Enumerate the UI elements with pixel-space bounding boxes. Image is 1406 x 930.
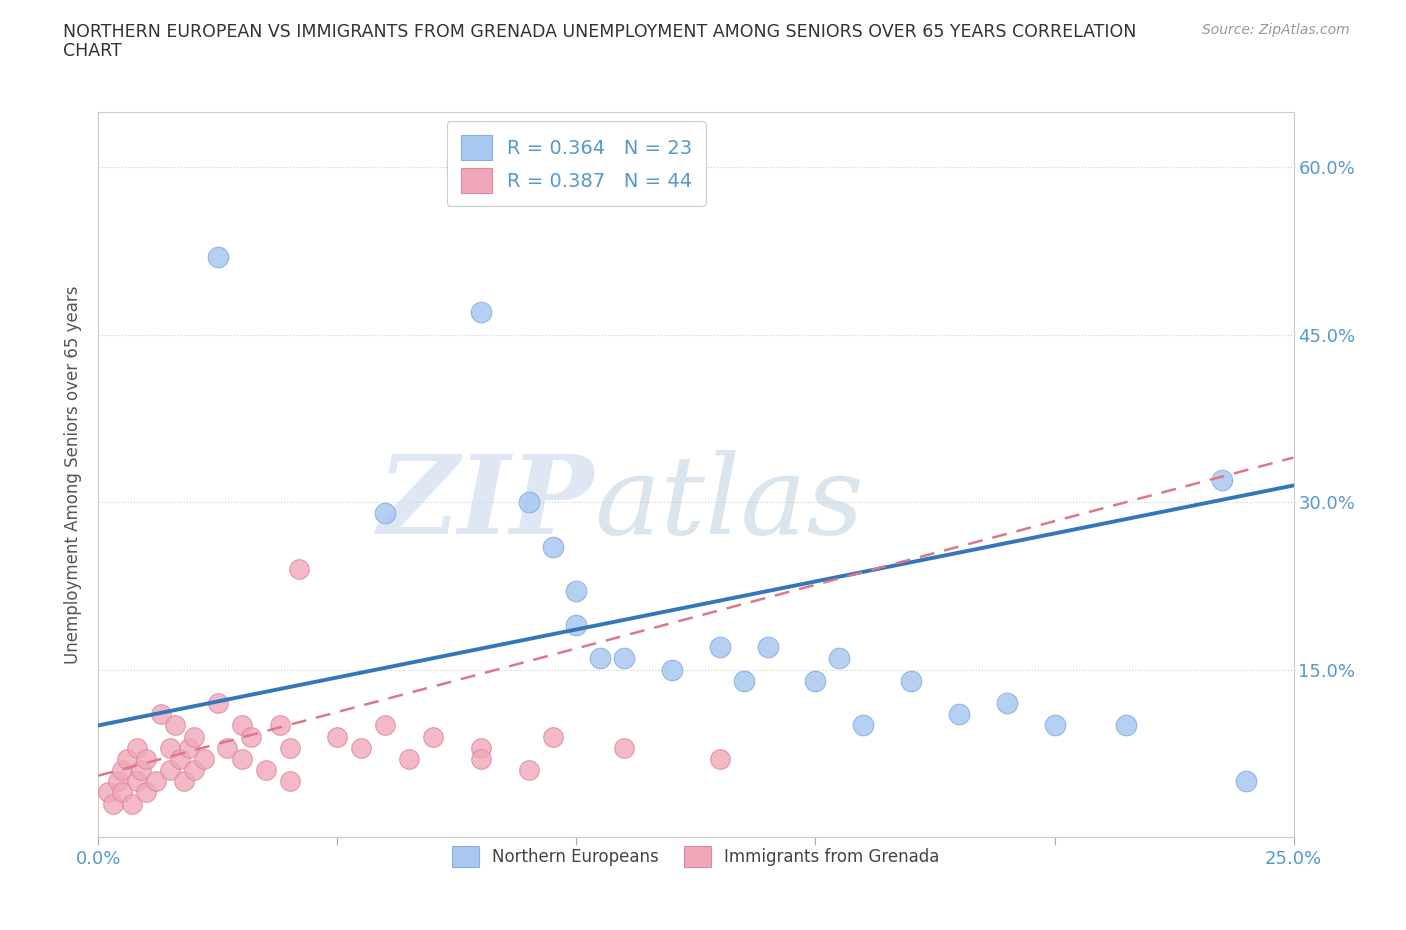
Point	[422, 729, 444, 744]
Point	[661, 662, 683, 677]
Point	[183, 763, 205, 777]
Point	[828, 651, 851, 666]
Point	[709, 751, 731, 766]
Text: NORTHERN EUROPEAN VS IMMIGRANTS FROM GRENADA UNEMPLOYMENT AMONG SENIORS OVER 65 : NORTHERN EUROPEAN VS IMMIGRANTS FROM GRE…	[63, 23, 1136, 41]
Point	[115, 751, 138, 766]
Point	[101, 796, 124, 811]
Point	[1211, 472, 1233, 487]
Point	[207, 249, 229, 264]
Point	[470, 305, 492, 320]
Point	[288, 562, 311, 577]
Point	[374, 506, 396, 521]
Point	[169, 751, 191, 766]
Point	[135, 785, 157, 800]
Point	[541, 539, 564, 554]
Point	[398, 751, 420, 766]
Point	[1115, 718, 1137, 733]
Point	[948, 707, 970, 722]
Point	[565, 584, 588, 599]
Point	[231, 718, 253, 733]
Point	[613, 740, 636, 755]
Point	[207, 696, 229, 711]
Point	[183, 729, 205, 744]
Point	[278, 740, 301, 755]
Point	[97, 785, 120, 800]
Text: Source: ZipAtlas.com: Source: ZipAtlas.com	[1202, 23, 1350, 37]
Point	[111, 785, 134, 800]
Point	[613, 651, 636, 666]
Point	[1234, 774, 1257, 789]
Point	[756, 640, 779, 655]
Point	[326, 729, 349, 744]
Point	[995, 696, 1018, 711]
Point	[517, 763, 540, 777]
Text: CHART: CHART	[63, 42, 122, 60]
Point	[709, 640, 731, 655]
Point	[217, 740, 239, 755]
Y-axis label: Unemployment Among Seniors over 65 years: Unemployment Among Seniors over 65 years	[65, 286, 83, 663]
Point	[121, 796, 143, 811]
Point	[107, 774, 129, 789]
Point	[135, 751, 157, 766]
Point	[159, 740, 181, 755]
Point	[131, 763, 153, 777]
Point	[111, 763, 134, 777]
Point	[900, 673, 922, 688]
Point	[733, 673, 755, 688]
Point	[278, 774, 301, 789]
Point	[240, 729, 263, 744]
Point	[470, 740, 492, 755]
Point	[804, 673, 827, 688]
Point	[541, 729, 564, 744]
Point	[254, 763, 277, 777]
Point	[1043, 718, 1066, 733]
Point	[269, 718, 291, 733]
Point	[517, 495, 540, 510]
Point	[149, 707, 172, 722]
Point	[374, 718, 396, 733]
Text: ZIP: ZIP	[378, 449, 595, 557]
Point	[565, 618, 588, 632]
Legend: Northern Europeans, Immigrants from Grenada: Northern Europeans, Immigrants from Gren…	[444, 838, 948, 876]
Point	[470, 751, 492, 766]
Point	[163, 718, 186, 733]
Text: atlas: atlas	[595, 449, 865, 557]
Point	[852, 718, 875, 733]
Point	[125, 774, 148, 789]
Point	[589, 651, 612, 666]
Point	[231, 751, 253, 766]
Point	[159, 763, 181, 777]
Point	[193, 751, 215, 766]
Point	[173, 774, 195, 789]
Point	[125, 740, 148, 755]
Point	[350, 740, 373, 755]
Point	[179, 740, 201, 755]
Point	[145, 774, 167, 789]
